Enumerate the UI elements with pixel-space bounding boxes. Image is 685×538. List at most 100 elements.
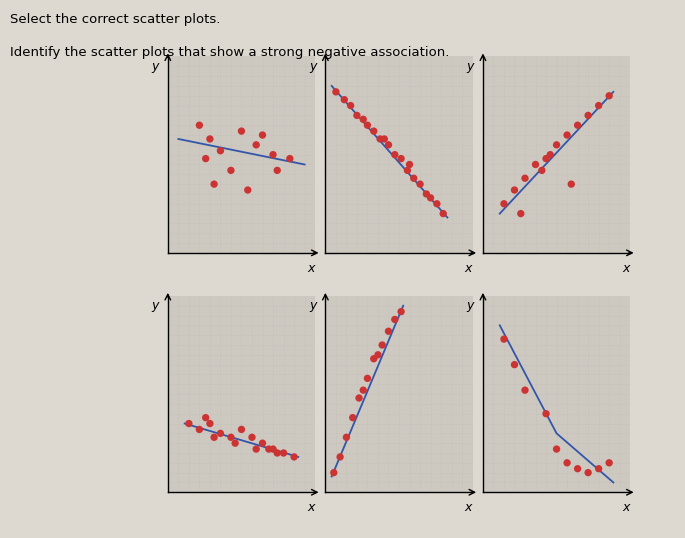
Point xyxy=(339,95,350,104)
Point xyxy=(236,425,247,434)
Point xyxy=(209,180,220,188)
Point xyxy=(225,433,236,442)
Point xyxy=(272,166,283,175)
Point xyxy=(251,445,262,454)
Point xyxy=(425,194,436,202)
Point xyxy=(519,386,530,394)
Point xyxy=(330,88,341,96)
Point xyxy=(551,445,562,454)
Text: x: x xyxy=(464,262,472,275)
Point xyxy=(353,394,364,402)
Point xyxy=(268,151,279,159)
Point xyxy=(383,140,394,149)
Point xyxy=(379,134,390,143)
Point xyxy=(402,166,413,175)
Point xyxy=(341,433,352,442)
Point xyxy=(438,209,449,218)
Point xyxy=(509,186,520,194)
Point xyxy=(229,439,240,448)
Text: x: x xyxy=(464,501,472,514)
Point xyxy=(396,154,407,163)
Point xyxy=(369,355,379,363)
Point xyxy=(566,180,577,188)
Point xyxy=(369,127,379,136)
Point xyxy=(530,160,541,169)
Point xyxy=(593,101,604,110)
Point xyxy=(404,160,415,169)
Point xyxy=(509,360,520,369)
Point xyxy=(347,413,358,422)
Point xyxy=(215,429,226,438)
Point xyxy=(351,111,362,120)
Point xyxy=(593,464,604,473)
Point xyxy=(551,140,562,149)
Point xyxy=(572,121,583,130)
Point xyxy=(278,449,289,457)
Point xyxy=(545,151,556,159)
Text: Select the correct scatter plots.: Select the correct scatter plots. xyxy=(10,13,221,26)
Point xyxy=(519,174,530,182)
Point xyxy=(272,449,283,457)
Text: y: y xyxy=(309,299,316,312)
Point xyxy=(499,335,510,343)
Point xyxy=(225,166,236,175)
Point xyxy=(236,127,247,136)
Point xyxy=(373,351,384,359)
Point xyxy=(184,419,195,428)
Point xyxy=(194,425,205,434)
Point xyxy=(408,174,419,182)
Point xyxy=(562,458,573,467)
Text: Identify the scatter plots that show a strong negative association.: Identify the scatter plots that show a s… xyxy=(10,46,449,59)
Point xyxy=(389,315,400,324)
Point xyxy=(288,452,299,461)
Point xyxy=(583,111,594,120)
Point xyxy=(603,458,614,467)
Text: x: x xyxy=(622,262,630,275)
Text: y: y xyxy=(151,60,159,73)
Point xyxy=(328,468,339,477)
Point xyxy=(251,140,262,149)
Text: y: y xyxy=(466,299,474,312)
Point xyxy=(499,200,510,208)
Point xyxy=(540,154,551,163)
Point xyxy=(389,151,400,159)
Point xyxy=(284,154,295,163)
Point xyxy=(396,307,407,316)
Point xyxy=(572,464,583,473)
Point xyxy=(383,327,394,336)
Text: x: x xyxy=(307,501,314,514)
Point xyxy=(200,154,211,163)
Point xyxy=(583,468,594,477)
Point xyxy=(358,386,369,394)
Point xyxy=(414,180,425,188)
Point xyxy=(215,146,226,155)
Point xyxy=(204,419,215,428)
Point xyxy=(345,101,356,110)
Text: x: x xyxy=(307,262,314,275)
Point xyxy=(194,121,205,130)
Point xyxy=(247,433,258,442)
Point xyxy=(257,131,268,139)
Point xyxy=(358,115,369,124)
Point xyxy=(268,445,279,454)
Point xyxy=(362,121,373,130)
Point xyxy=(432,200,443,208)
Point xyxy=(242,186,253,194)
Point xyxy=(200,413,211,422)
Point xyxy=(562,131,573,139)
Point xyxy=(204,134,215,143)
Point xyxy=(209,433,220,442)
Point xyxy=(536,166,547,175)
Point xyxy=(515,209,526,218)
Point xyxy=(334,452,345,461)
Point xyxy=(421,190,432,199)
Point xyxy=(263,445,274,454)
Point xyxy=(375,134,386,143)
Point xyxy=(540,409,551,418)
Point xyxy=(603,91,614,100)
Text: y: y xyxy=(309,60,316,73)
Point xyxy=(377,341,388,349)
Text: y: y xyxy=(466,60,474,73)
Point xyxy=(362,374,373,383)
Text: y: y xyxy=(151,299,159,312)
